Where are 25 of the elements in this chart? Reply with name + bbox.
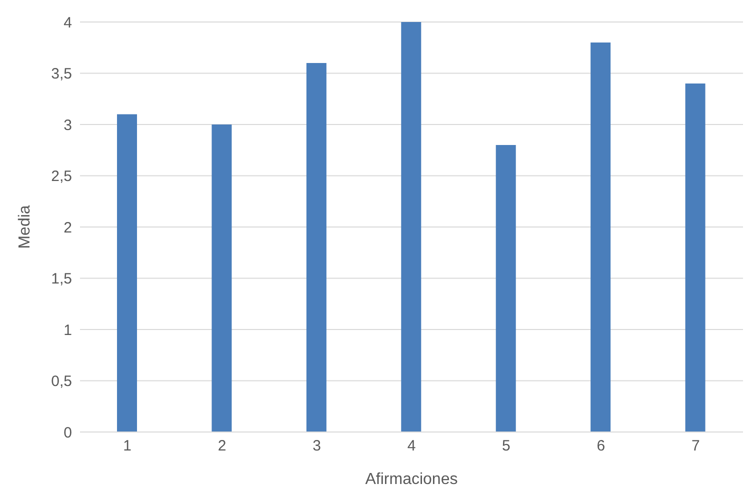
y-tick-label: 1,5 [51, 270, 72, 288]
y-tick-label: 0,5 [51, 373, 72, 390]
x-tick-label: 2 [218, 438, 226, 455]
y-tick-label: 0 [64, 424, 72, 442]
y-tick-label: 4 [64, 14, 72, 32]
x-tick-label: 5 [502, 438, 510, 455]
bar [117, 114, 137, 432]
x-tick-label: 3 [312, 438, 321, 455]
x-tick-label: 7 [691, 438, 700, 455]
bar [401, 22, 422, 432]
x-tick-label: 6 [596, 438, 606, 455]
y-tick-label: 2,5 [51, 168, 72, 186]
y-tick-label: 3,5 [51, 66, 72, 83]
y-tick-label: 3 [64, 116, 72, 134]
y-axis-title: Media [16, 205, 34, 249]
x-tick-label: 4 [407, 438, 416, 455]
y-tick-label: 2 [64, 219, 72, 236]
y-tick-label: 1 [64, 322, 72, 339]
bar [685, 84, 706, 432]
x-tick-label: 1 [123, 438, 132, 455]
bar [306, 63, 326, 432]
bar [590, 42, 611, 432]
bar [496, 145, 516, 432]
x-axis-title: Afirmaciones [365, 471, 458, 488]
bar [212, 124, 232, 432]
